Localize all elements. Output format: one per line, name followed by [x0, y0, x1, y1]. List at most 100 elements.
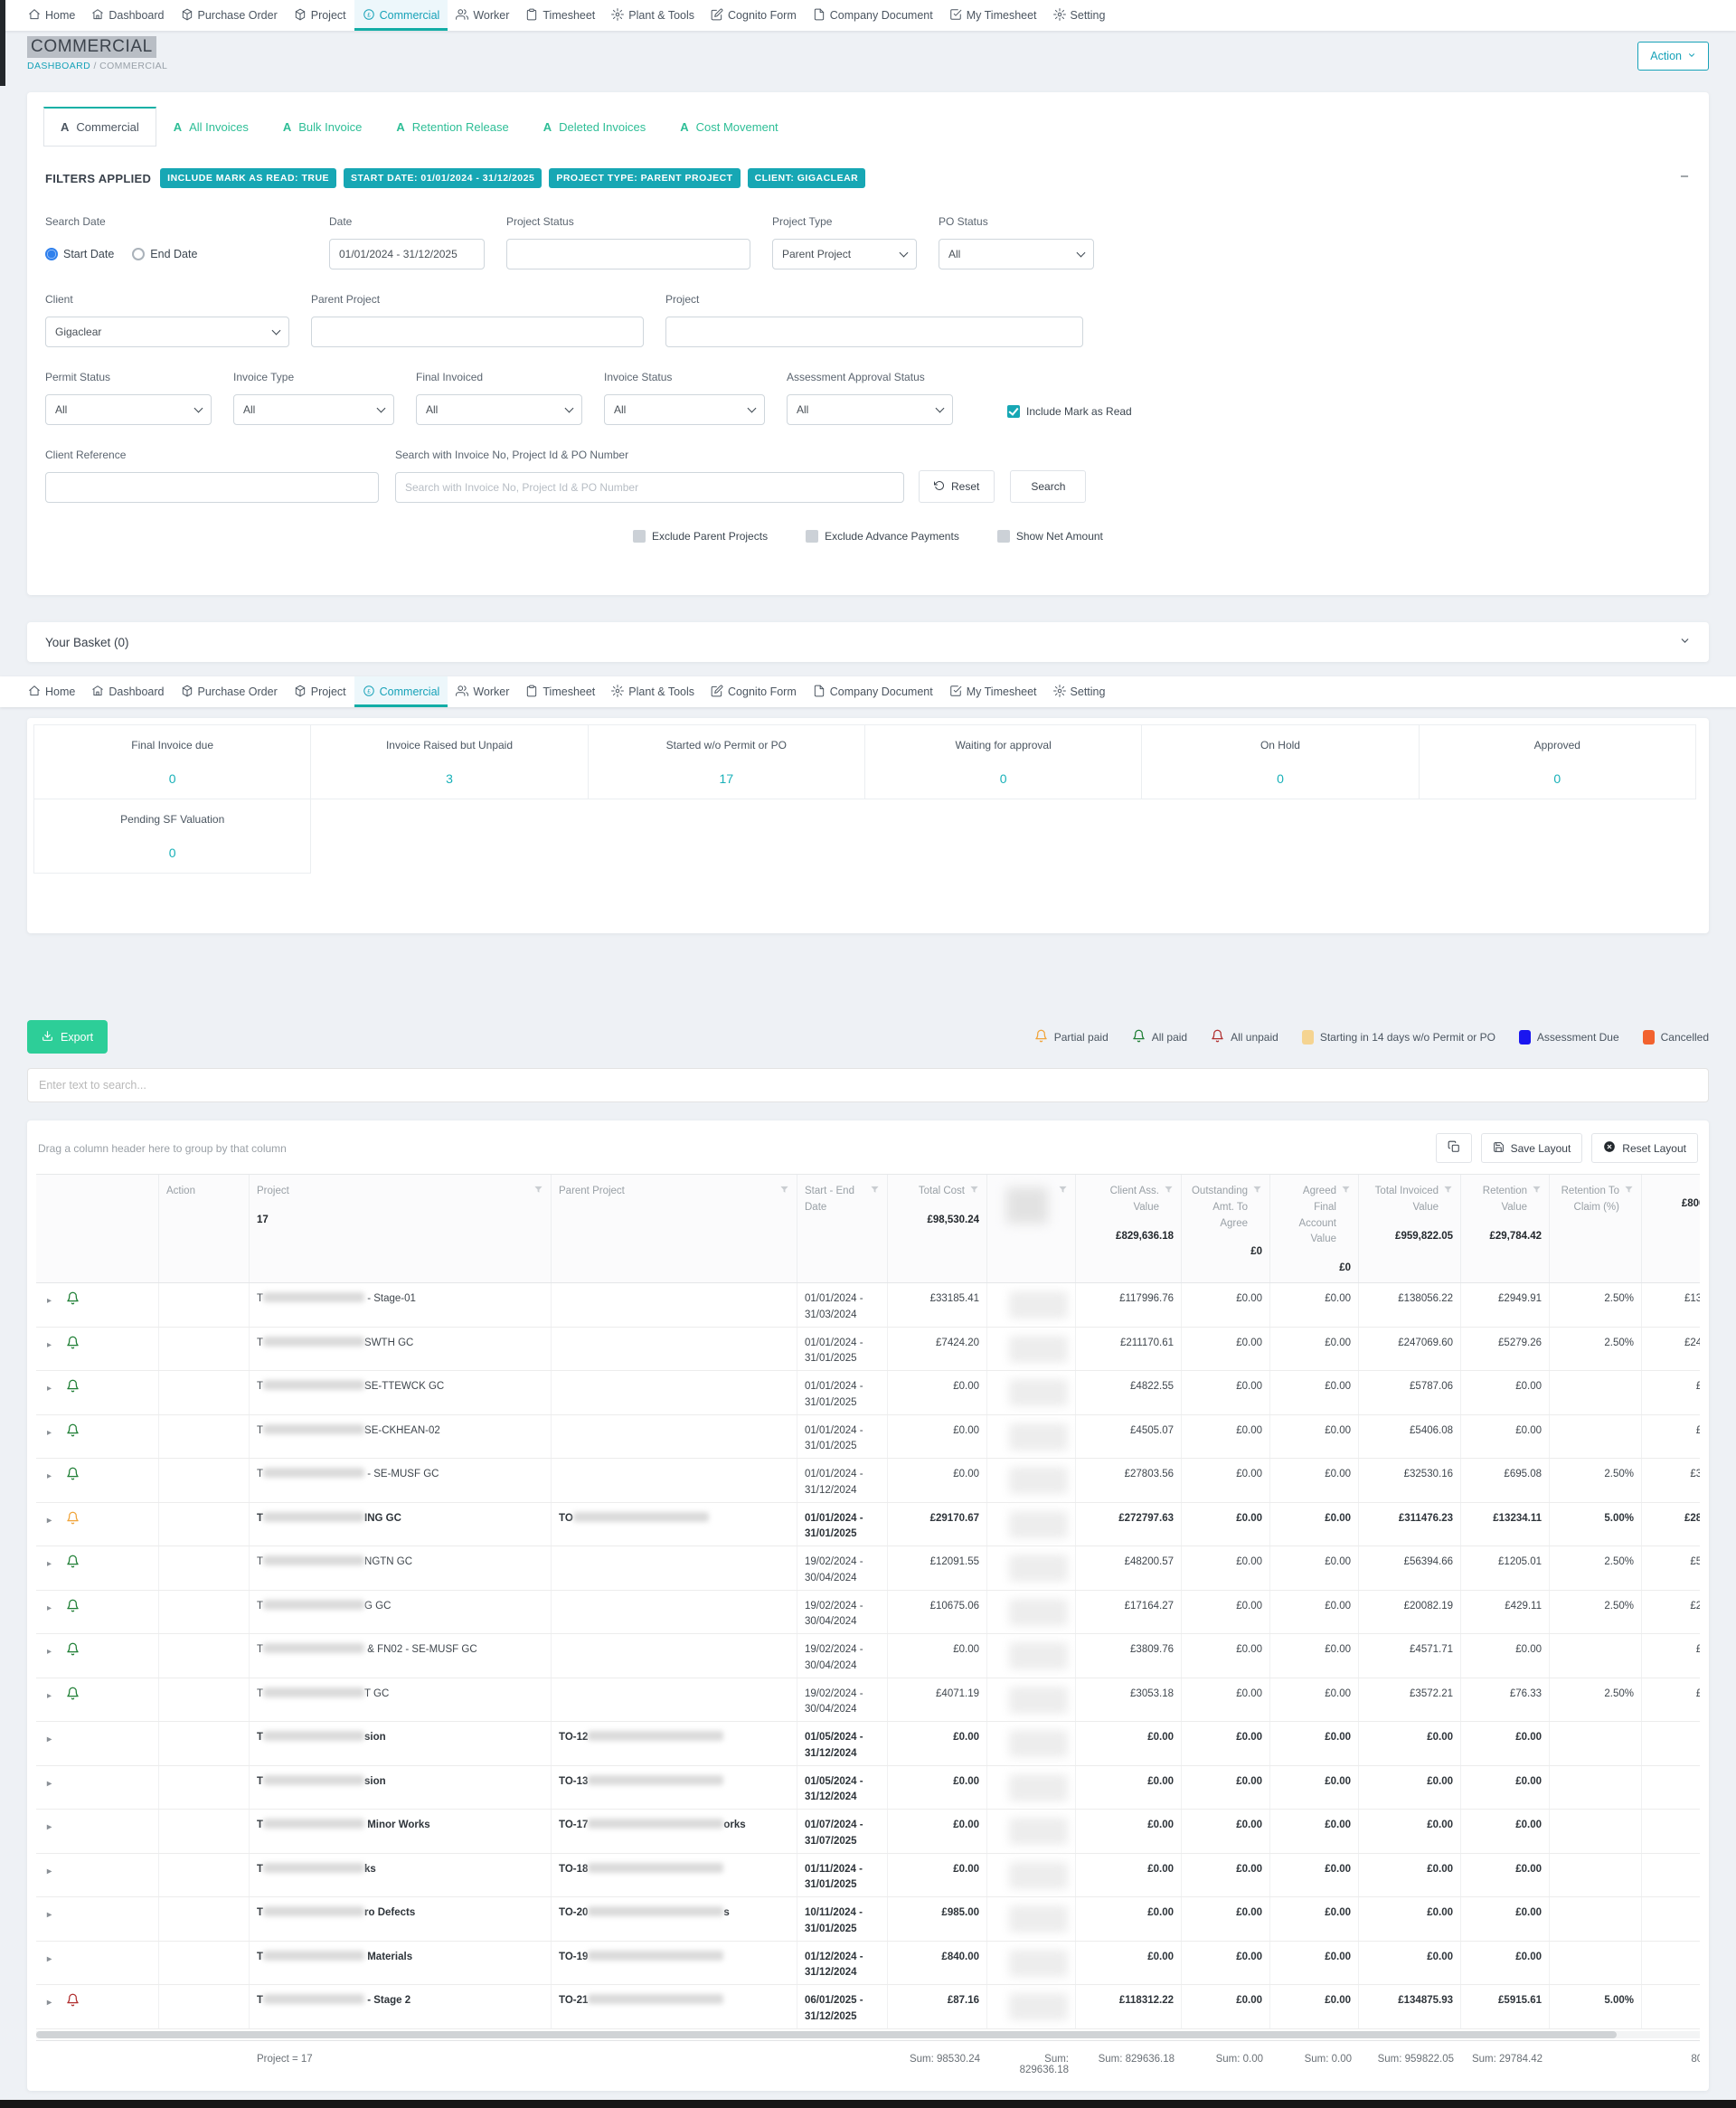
action-button[interactable]: Action: [1637, 42, 1709, 71]
table-row[interactable]: ▸TT GC19/02/2024 - 30/04/2024£4071.19£30…: [36, 1678, 1700, 1723]
nav-item-timesheet[interactable]: Timesheet: [517, 0, 603, 31]
cell-rowctl[interactable]: ▸: [36, 1328, 159, 1371]
bell-green-icon[interactable]: [66, 1555, 80, 1574]
expand-row-icon[interactable]: ▸: [47, 1952, 52, 1966]
expand-row-icon[interactable]: ▸: [47, 1908, 52, 1922]
filter-funnel-icon[interactable]: [1532, 1185, 1542, 1197]
collapse-filters-icon[interactable]: [1678, 170, 1691, 187]
bell-green-icon[interactable]: [66, 1687, 80, 1706]
include-mark-as-read-checkbox[interactable]: Include Mark as Read: [1007, 405, 1132, 418]
project-status-input[interactable]: [506, 239, 750, 269]
invoice-search-input[interactable]: [395, 472, 904, 503]
export-button[interactable]: Export: [27, 1020, 108, 1054]
nav-item-cognito-form[interactable]: Cognito Form: [703, 676, 805, 707]
tab-bulk-invoice[interactable]: ABulk Invoice: [266, 107, 379, 147]
checkbox-show-net-amount[interactable]: Show Net Amount: [997, 530, 1103, 543]
table-row[interactable]: ▸T - SE-MUSF GC01/01/2024 - 31/12/2024£0…: [36, 1459, 1700, 1503]
filter-funnel-icon[interactable]: [1164, 1185, 1174, 1197]
tab-retention-release[interactable]: ARetention Release: [379, 107, 525, 147]
bell-orange-icon[interactable]: [66, 1511, 80, 1530]
expand-row-icon[interactable]: ▸: [47, 1733, 52, 1746]
table-row[interactable]: ▸T Minor WorksTO-17orks01/07/2024 - 31/0…: [36, 1810, 1700, 1854]
column-chooser-button[interactable]: [1436, 1133, 1472, 1163]
expand-row-icon[interactable]: ▸: [47, 1865, 52, 1878]
status-card-approved[interactable]: Approved0: [1419, 724, 1696, 799]
table-row[interactable]: ▸TsionTO-1201/05/2024 - 31/12/2024£0.00£…: [36, 1722, 1700, 1766]
table-row[interactable]: ▸TNGTN GC19/02/2024 - 30/04/2024£12091.5…: [36, 1546, 1700, 1591]
cell-rowctl[interactable]: ▸: [36, 1634, 159, 1678]
search-button[interactable]: Search: [1010, 470, 1086, 503]
column-header-claim[interactable]: Retention To Claim (%): [1550, 1175, 1642, 1282]
table-row[interactable]: ▸TsionTO-1301/05/2024 - 31/12/2024£0.00£…: [36, 1766, 1700, 1810]
reset-layout-button[interactable]: Reset Layout: [1591, 1133, 1698, 1163]
column-header-agreed[interactable]: Agreed Final Account Value£0: [1270, 1175, 1359, 1282]
nav-item-home[interactable]: Home: [20, 0, 83, 31]
expand-row-icon[interactable]: ▸: [47, 1514, 52, 1527]
nav-item-my-timesheet[interactable]: My Timesheet: [941, 0, 1045, 31]
table-row[interactable]: ▸TG GC19/02/2024 - 30/04/2024£10675.06£1…: [36, 1591, 1700, 1635]
cell-rowctl[interactable]: ▸: [36, 1766, 159, 1810]
filter-funnel-icon[interactable]: [1252, 1185, 1262, 1197]
nav-item-plant-tools[interactable]: Plant & Tools: [603, 676, 703, 707]
filter-funnel-icon[interactable]: [870, 1185, 880, 1197]
filter-funnel-icon[interactable]: [1341, 1185, 1351, 1197]
checkbox-exclude-advance-payments[interactable]: Exclude Advance Payments: [806, 530, 959, 543]
nav-item-setting[interactable]: Setting: [1045, 676, 1114, 707]
column-header-last[interactable]: £800,7: [1642, 1175, 1700, 1282]
nav-item-company-document[interactable]: Company Document: [805, 0, 941, 31]
column-header-action[interactable]: Action: [159, 1175, 250, 1282]
cell-rowctl[interactable]: ▸: [36, 1591, 159, 1634]
bell-green-icon[interactable]: [66, 1291, 80, 1310]
assessment-approval-status-select[interactable]: All: [787, 394, 953, 425]
nav-item-plant-tools[interactable]: Plant & Tools: [603, 0, 703, 31]
save-layout-button[interactable]: Save Layout: [1481, 1133, 1583, 1163]
cell-rowctl[interactable]: ▸: [36, 1678, 159, 1722]
tab-commercial[interactable]: ACommercial: [43, 107, 156, 147]
breadcrumb-dashboard-link[interactable]: DASHBOARD: [27, 61, 90, 71]
date-range-input[interactable]: [329, 239, 485, 269]
nav-item-purchase-order[interactable]: Purchase Order: [173, 676, 286, 707]
bell-green-icon[interactable]: [66, 1599, 80, 1618]
filter-funnel-icon[interactable]: [779, 1185, 789, 1197]
nav-item-home[interactable]: Home: [20, 676, 83, 707]
permit-status-select[interactable]: All: [45, 394, 212, 425]
cell-rowctl[interactable]: ▸: [36, 1942, 159, 1985]
scrollbar-thumb[interactable]: [36, 2031, 1617, 2038]
table-row[interactable]: ▸TSE-CKHEAN-0201/01/2024 - 31/01/2025£0.…: [36, 1415, 1700, 1460]
expand-row-icon[interactable]: ▸: [47, 1338, 52, 1352]
column-header-dates[interactable]: Start - End Date: [797, 1175, 888, 1282]
expand-row-icon[interactable]: ▸: [47, 1777, 52, 1791]
cell-rowctl[interactable]: ▸: [36, 1810, 159, 1853]
table-row[interactable]: ▸TSE-TTEWCK GC01/01/2024 - 31/01/2025£0.…: [36, 1371, 1700, 1415]
expand-row-icon[interactable]: ▸: [47, 1996, 52, 2009]
cell-rowctl[interactable]: ▸: [36, 1722, 159, 1765]
status-card-started-w-o-permit-or-po[interactable]: Started w/o Permit or PO17: [588, 724, 865, 799]
expand-row-icon[interactable]: ▸: [47, 1820, 52, 1834]
horizontal-scrollbar[interactable]: [36, 2031, 1700, 2038]
client-select[interactable]: Gigaclear: [45, 317, 289, 347]
invoice-type-select[interactable]: All: [233, 394, 394, 425]
column-header-rowctl[interactable]: [36, 1175, 159, 1282]
status-card-waiting-for-approval[interactable]: Waiting for approval0: [864, 724, 1142, 799]
nav-item-project[interactable]: Project: [286, 676, 354, 707]
column-header-client_ass[interactable]: Client Ass. Value£829,636.18: [1076, 1175, 1182, 1282]
nav-item-purchase-order[interactable]: Purchase Order: [173, 0, 286, 31]
expand-row-icon[interactable]: ▸: [47, 1557, 52, 1571]
start-date-radio[interactable]: Start Date: [45, 248, 114, 260]
table-row[interactable]: ▸TSWTH GC01/01/2024 - 31/01/2025£7424.20…: [36, 1328, 1700, 1372]
table-row[interactable]: ▸TksTO-1801/11/2024 - 31/01/2025£0.00£0.…: [36, 1854, 1700, 1898]
project-input[interactable]: [665, 317, 1083, 347]
expand-row-icon[interactable]: ▸: [47, 1294, 52, 1308]
filter-funnel-icon[interactable]: [533, 1185, 543, 1197]
nav-item-commercial[interactable]: £Commercial: [354, 676, 448, 707]
status-card-on-hold[interactable]: On Hold0: [1141, 724, 1419, 799]
cell-rowctl[interactable]: ▸: [36, 1371, 159, 1414]
table-row[interactable]: ▸T - Stage-0101/01/2024 - 31/03/2024£331…: [36, 1283, 1700, 1328]
reset-button[interactable]: Reset: [919, 470, 995, 503]
tab-deleted-invoices[interactable]: ADeleted Invoices: [526, 107, 664, 147]
status-card-pending-sf-valuation[interactable]: Pending SF Valuation0: [33, 799, 311, 874]
table-row[interactable]: ▸TING GCTO01/01/2024 - 31/01/2025£29170.…: [36, 1503, 1700, 1547]
column-header-outstanding[interactable]: Outstanding Amt. To Agree£0: [1182, 1175, 1270, 1282]
column-header-parent[interactable]: Parent Project: [552, 1175, 797, 1282]
nav-item-cognito-form[interactable]: Cognito Form: [703, 0, 805, 31]
